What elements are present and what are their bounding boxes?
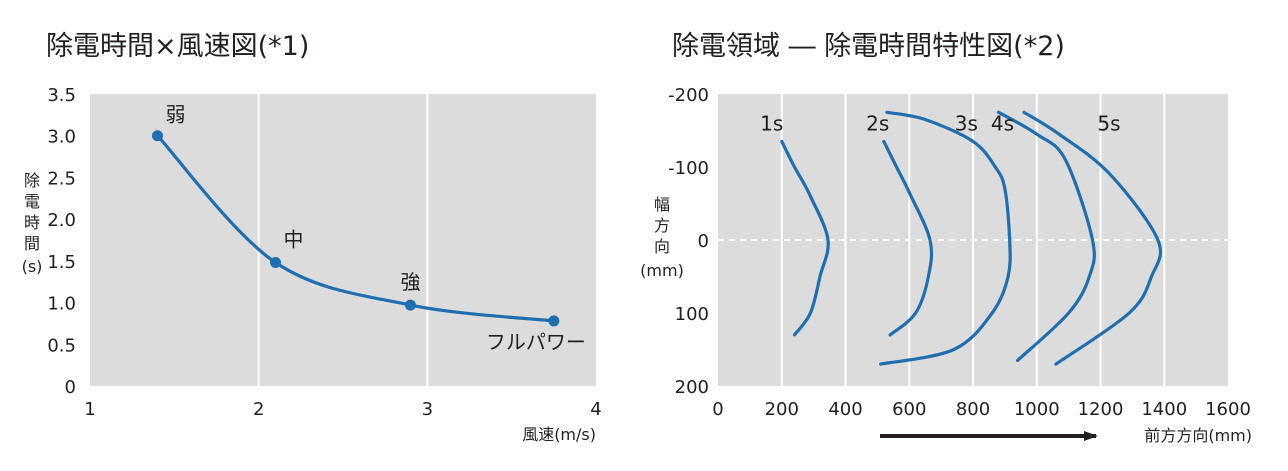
chart-2-x-tick-label: 200 <box>765 399 799 420</box>
chart-1-x-ticks: 1 2 3 4 <box>84 399 601 420</box>
chart-1-y-tick-label: 1.0 <box>47 294 76 315</box>
chart-2-x-tick-label: 800 <box>956 399 990 420</box>
chart-2-curve-5s <box>1022 110 1163 366</box>
chart-2-y-axis-label-char: 向 <box>654 237 670 256</box>
chart-2-x-ticks: 0 200 400 600 800 1000 1200 1400 1600 <box>712 399 1251 420</box>
chart-1-plot-area <box>90 94 596 386</box>
chart-1-y-ticks: 0 0.5 1.0 1.5 2.0 2.5 3.0 3.5 <box>47 85 76 398</box>
chart-1-x-tick-label: 4 <box>590 399 601 420</box>
chart-1-y-tick-label: 2.5 <box>47 168 76 189</box>
chart-2-x-tick-label: 1200 <box>1078 399 1124 420</box>
chart-2-y-tick-label: 0 <box>698 231 709 252</box>
chart-1-y-tick-label: 1.5 <box>47 252 76 273</box>
chart-1-y-tick-label: 0.5 <box>47 335 76 356</box>
chart-1-y-axis-label-char: (s) <box>22 257 43 276</box>
chart-2-title: 除電領域 ― 除電時間特性図(*2) <box>672 31 1065 62</box>
chart-2-curve-2s <box>882 139 934 337</box>
chart-1-points <box>151 130 560 327</box>
chart-2-x-tick-label: 400 <box>828 399 862 420</box>
chart-2-y-ticks: -200 -100 0 100 200 <box>668 85 709 398</box>
chart-1-y-tick-label: 2.0 <box>47 210 76 231</box>
chart-2-y-tick-label: -200 <box>668 85 709 106</box>
chart-2-series-label: 5s <box>1097 112 1120 136</box>
chart-2-series-label: 1s <box>760 112 783 136</box>
chart-1-data-point <box>151 130 163 142</box>
chart-1-x-tick-label: 2 <box>253 399 264 420</box>
chart-2-y-tick-label: 100 <box>675 304 709 325</box>
chart-1-annotation: 弱 <box>165 103 185 127</box>
chart-2-x-tick-label: 1400 <box>1141 399 1187 420</box>
chart-1-y-axis-label-char: 除 <box>24 171 40 190</box>
chart-1-annotation: フルパワー <box>486 330 586 354</box>
wind-speed-chart: 除電時間×風速図(*1) 0 0.5 1.0 1.5 2.0 2.5 3.0 3.5 1 2 3 4… <box>22 31 602 444</box>
chart-2-y-axis-label-char: 方 <box>654 216 670 235</box>
chart-2-curve-4s <box>996 110 1096 362</box>
chart-1-series-line <box>155 134 556 323</box>
chart-1-annotation: 強 <box>400 270 420 294</box>
chart-2-x-axis-label: 前方方向(mm) <box>1144 426 1252 445</box>
chart-1-y-axis-label-char: 電 <box>24 192 40 211</box>
chart-1-y-tick-label: 3.5 <box>47 85 76 106</box>
chart-2-y-tick-label: -100 <box>668 158 709 179</box>
chart-1-title: 除電時間×風速図(*1) <box>46 31 309 62</box>
chart-1-annotation: 中 <box>284 228 304 252</box>
chart-2-x-tick-label: 600 <box>892 399 926 420</box>
chart-2-x-tick-label: 0 <box>712 399 723 420</box>
chart-2-y-axis-label-char: 幅 <box>654 195 670 214</box>
chart-1-y-axis-label-char: 間 <box>24 234 40 253</box>
chart-1-y-axis-label-char: 時 <box>24 213 40 232</box>
chart-1-data-point <box>270 257 282 269</box>
chart-2-series <box>780 110 1163 366</box>
chart-1-data-point <box>548 315 560 327</box>
chart-2-series-label: 3s <box>955 112 978 136</box>
chart-1-x-tick-label: 1 <box>84 399 95 420</box>
chart-1-y-axis-label: 除電時間 (s) <box>22 171 43 276</box>
chart-1-x-tick-label: 3 <box>422 399 433 420</box>
chart-2-y-axis-label: 幅方向 (mm) <box>640 195 684 280</box>
chart-1-grid <box>257 94 429 386</box>
chart-1-x-axis-label: 風速(m/s) <box>522 425 596 444</box>
chart-2-y-axis-label-char: (mm) <box>640 261 684 280</box>
chart-2-series-label: 4s <box>991 112 1014 136</box>
chart-1-data-point <box>404 299 416 311</box>
chart-1-y-tick-label: 0 <box>65 377 76 398</box>
chart-2-series-label: 2s <box>866 112 889 136</box>
chart-2-curve-1s <box>780 139 830 337</box>
chart-2-y-tick-label: 200 <box>675 377 709 398</box>
chart-2-curve-3s <box>879 110 1012 366</box>
chart-1-y-tick-label: 3.0 <box>47 127 76 148</box>
chart-2-series-labels: 1s 2s 3s 4s 5s <box>760 112 1120 136</box>
chart-2-x-tick-label: 1000 <box>1014 399 1060 420</box>
chart-2-x-tick-label: 1600 <box>1205 399 1251 420</box>
